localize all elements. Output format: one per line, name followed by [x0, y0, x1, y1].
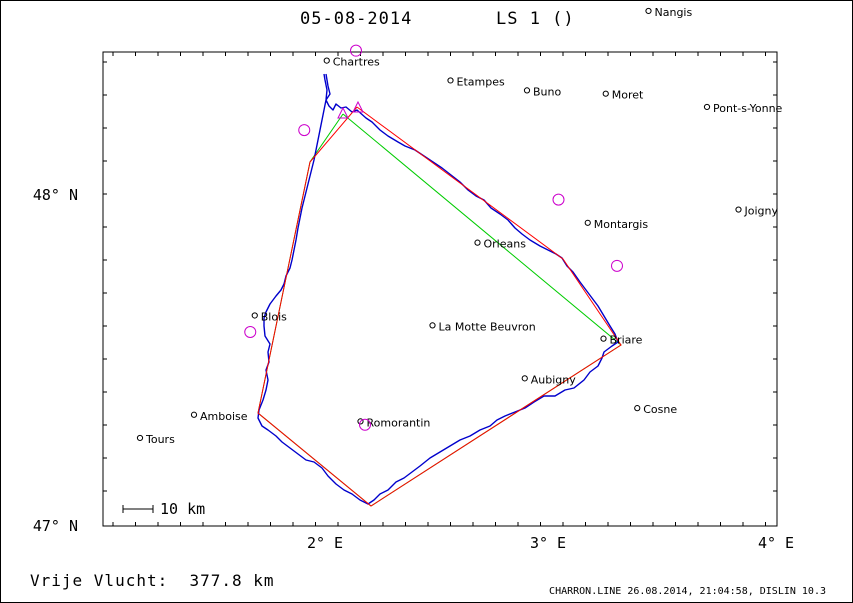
flight-track	[257, 73, 619, 505]
scale-bar: 10 km	[122, 500, 205, 518]
start-triangle-icon	[337, 106, 349, 119]
city-label-briare: Briare	[610, 334, 643, 347]
city-marker-nangis	[645, 7, 652, 15]
city-marker-aubigny	[521, 375, 528, 382]
map-plot-frame	[102, 51, 778, 527]
city-marker-buno	[523, 87, 531, 94]
city-label-orleans: Orleans	[484, 238, 527, 251]
task-line	[257, 106, 622, 507]
finish-triangle-icon	[352, 100, 364, 113]
map-ticks	[103, 52, 777, 526]
scale-bar-label: 10 km	[160, 500, 205, 518]
city-label-romorantin: Romorantin	[367, 416, 431, 429]
city-label-chartres: Chartres	[333, 56, 380, 69]
turnpoint-markers	[244, 44, 623, 431]
city-label-nangis: Nangis	[655, 6, 693, 19]
flight-date: 05-08-2014	[300, 9, 413, 29]
city-marker-cosne	[634, 405, 641, 412]
city-marker-la-motte-beuvron	[429, 322, 436, 329]
city-label-montargis: Montargis	[594, 218, 649, 231]
city-markers: Nangis Chartres Etampes Buno Moret Pont-s-Yon…	[136, 6, 783, 446]
city-marker-joigny	[735, 206, 742, 213]
city-marker-tours	[136, 434, 144, 442]
turnpoint-3	[611, 259, 623, 272]
city-label-cosne: Cosne	[643, 403, 677, 416]
free-flight-distance: Vrije Vlucht: 377.8 km	[30, 571, 275, 590]
city-marker-briare	[600, 335, 607, 342]
city-marker-montargis	[584, 219, 591, 226]
city-label-moret: Moret	[612, 89, 644, 102]
turnpoint-2	[552, 193, 565, 206]
city-marker-blois	[251, 312, 258, 319]
generator-meta: CHARRON.LINE 26.08.2014, 21:04:58, DISLI…	[549, 586, 826, 597]
alternative-task-line	[257, 113, 622, 507]
city-label-buno: Buno	[533, 85, 561, 98]
city-marker-orleans	[474, 239, 481, 246]
turnpoint-4	[359, 418, 371, 431]
flight-label: LS 1 ()	[496, 9, 575, 29]
city-label-joigny: Joigny	[744, 205, 779, 218]
city-label-blois: Blois	[261, 310, 287, 323]
city-marker-amboise	[190, 411, 198, 418]
city-label-pont-s-yonne: Pont-s-Yonne	[713, 102, 783, 115]
city-label-tours: Tours	[145, 433, 175, 446]
lon-label-4e: 4° E	[758, 534, 794, 552]
city-marker-moret	[602, 90, 609, 97]
city-label-etampes: Etampes	[457, 75, 505, 88]
city-marker-chartres	[323, 57, 330, 64]
turnpoint-1	[350, 44, 362, 57]
city-marker-pont-s-yonne	[703, 103, 711, 111]
lon-label-2e: 2° E	[307, 534, 343, 552]
lat-label-47: 47° N	[33, 517, 78, 535]
city-label-aubigny: Aubigny	[531, 373, 576, 386]
city-label-la-motte-beuvron: La Motte Beuvron	[439, 320, 536, 333]
turnpoint-5	[244, 326, 257, 339]
turnpoint-6	[298, 124, 311, 137]
city-marker-etampes	[447, 77, 454, 84]
city-label-amboise: Amboise	[200, 410, 248, 423]
lon-label-3e: 3° E	[530, 534, 566, 552]
lat-label-48: 48° N	[33, 186, 78, 204]
